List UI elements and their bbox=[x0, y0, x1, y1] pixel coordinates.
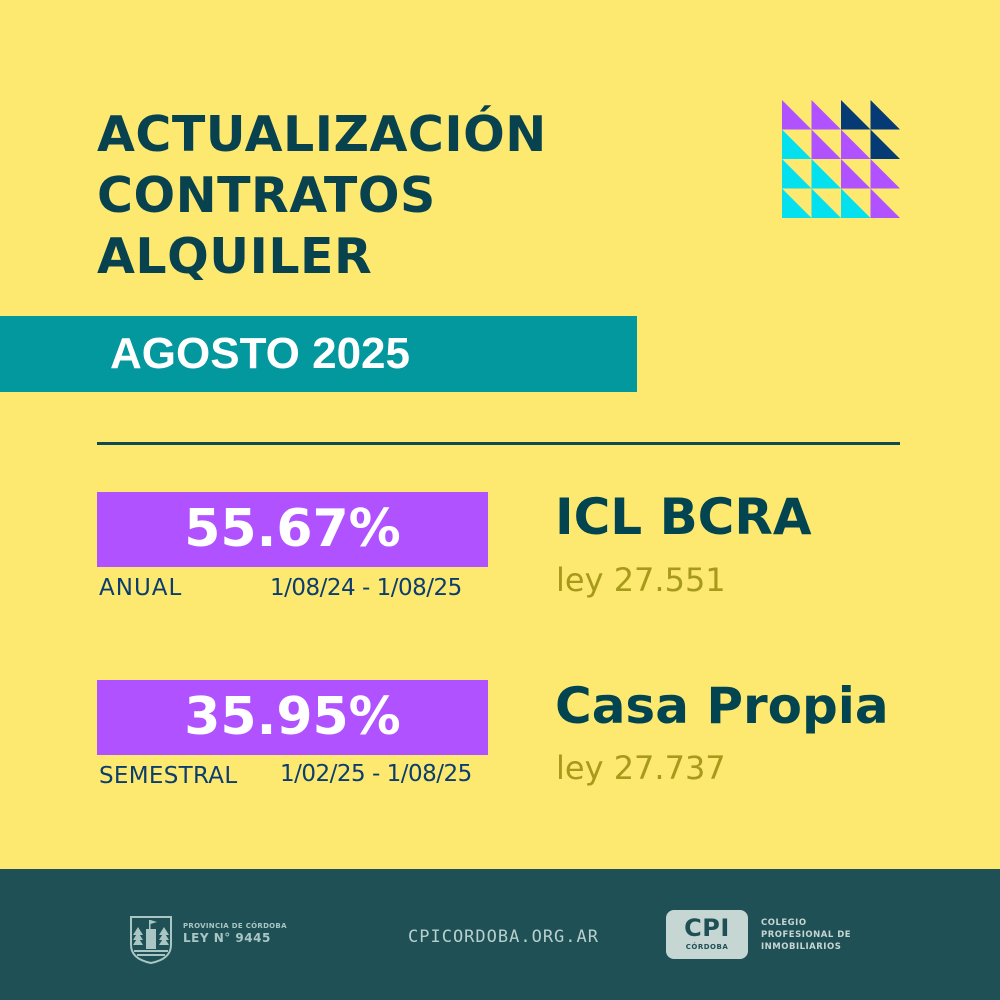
province-name: PROVINCIA DE CÓRDOBA bbox=[183, 922, 287, 930]
casa-propia-percentage: 35.95% bbox=[184, 687, 401, 747]
title-line-2: CONTRATOS bbox=[97, 167, 436, 224]
title-line-1: ACTUALIZACIÓN bbox=[97, 106, 547, 163]
month-label: AGOSTO 2025 bbox=[110, 329, 410, 378]
cpi-logo: CPI CÓRDOBA bbox=[666, 910, 748, 959]
cpi-logo-city: CÓRDOBA bbox=[685, 943, 729, 951]
icl-period-label: ANUAL bbox=[99, 575, 183, 601]
icl-date-range: 1/08/24 - 1/08/25 bbox=[270, 575, 462, 601]
cpi-name: COLEGIO PROFESIONAL DE INMOBILIARIOS bbox=[761, 917, 851, 953]
icl-percentage-box: 55.67% bbox=[97, 492, 488, 567]
icl-percentage: 55.67% bbox=[184, 499, 401, 559]
casa-propia-percentage-box: 35.95% bbox=[97, 680, 488, 755]
icl-law: ley 27.551 bbox=[556, 561, 726, 599]
divider bbox=[97, 442, 900, 445]
cpi-name-line-1: COLEGIO bbox=[761, 918, 807, 928]
cpi-name-line-3: INMOBILIARIOS bbox=[761, 942, 842, 952]
casa-propia-date-range: 1/02/25 - 1/08/25 bbox=[280, 761, 472, 787]
website-link[interactable]: CPICORDOBA.ORG.AR bbox=[408, 927, 599, 947]
page-title: ACTUALIZACIÓN CONTRATOS ALQUILER bbox=[97, 104, 547, 287]
month-banner: AGOSTO 2025 bbox=[0, 316, 637, 392]
triangle-grid-pattern-icon bbox=[782, 100, 900, 218]
title-line-3: ALQUILER bbox=[97, 228, 373, 285]
casa-propia-period-label: SEMESTRAL bbox=[99, 763, 238, 789]
casa-propia-index-name: Casa Propia bbox=[555, 677, 889, 735]
casa-propia-law: ley 27.737 bbox=[556, 749, 726, 787]
province-label: PROVINCIA DE CÓRDOBA LEY N° 9445 bbox=[183, 921, 287, 945]
province-law: LEY N° 9445 bbox=[183, 931, 271, 945]
cordoba-coat-of-arms-icon bbox=[130, 916, 172, 965]
cpi-logo-text: CPI bbox=[684, 914, 730, 942]
cpi-name-line-2: PROFESIONAL DE bbox=[761, 930, 852, 940]
icl-index-name: ICL BCRA bbox=[555, 488, 812, 546]
